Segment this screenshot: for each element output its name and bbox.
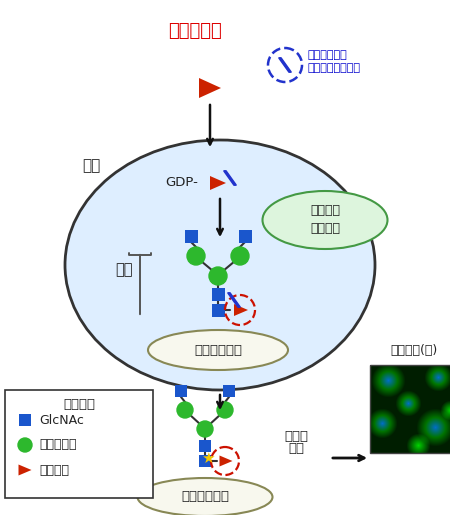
Bar (199, 455, 211, 467)
Circle shape (187, 247, 205, 265)
Bar (212, 303, 225, 317)
Bar (223, 385, 235, 397)
Polygon shape (220, 455, 233, 467)
Text: ★: ★ (201, 451, 215, 466)
Text: GDP-: GDP- (165, 177, 198, 190)
Circle shape (217, 402, 233, 418)
Text: 糖タンパク質: 糖タンパク質 (194, 344, 242, 356)
Text: 糖アナログ: 糖アナログ (168, 22, 222, 40)
Bar (5, 390, 153, 498)
Ellipse shape (65, 140, 375, 390)
Text: 糖タンパク質: 糖タンパク質 (181, 490, 229, 504)
Bar (19, 414, 31, 426)
Polygon shape (234, 304, 248, 316)
Bar (175, 385, 187, 397)
Bar (238, 230, 252, 243)
Circle shape (18, 438, 32, 452)
Circle shape (177, 402, 193, 418)
Text: 目印（アルキン）: 目印（アルキン） (307, 63, 360, 73)
Ellipse shape (138, 478, 273, 515)
Text: 検出のための: 検出のための (307, 50, 347, 60)
Ellipse shape (262, 191, 387, 249)
Text: フコース: フコース (310, 204, 340, 217)
Circle shape (209, 267, 227, 285)
Text: マンノース: マンノース (39, 438, 76, 452)
Text: フコース: フコース (39, 464, 69, 476)
Text: 糖鎖検出(緑): 糖鎖検出(緑) (391, 344, 437, 357)
Text: GlcNAc: GlcNAc (39, 414, 84, 426)
Text: 糖鎖: 糖鎖 (116, 263, 133, 278)
Ellipse shape (148, 330, 288, 370)
Bar (199, 440, 211, 452)
Bar (184, 230, 198, 243)
Polygon shape (199, 78, 221, 98)
Text: 細胞: 細胞 (82, 158, 100, 173)
Circle shape (231, 247, 249, 265)
Bar (370, 365, 450, 453)
Text: 目印の: 目印の (284, 430, 308, 443)
Text: 検出: 検出 (288, 442, 304, 455)
Bar (212, 287, 225, 300)
Circle shape (197, 421, 213, 437)
Text: 糖の記号: 糖の記号 (63, 398, 95, 411)
Polygon shape (210, 176, 226, 190)
Text: 転移酵素: 転移酵素 (310, 222, 340, 235)
Polygon shape (18, 465, 32, 475)
